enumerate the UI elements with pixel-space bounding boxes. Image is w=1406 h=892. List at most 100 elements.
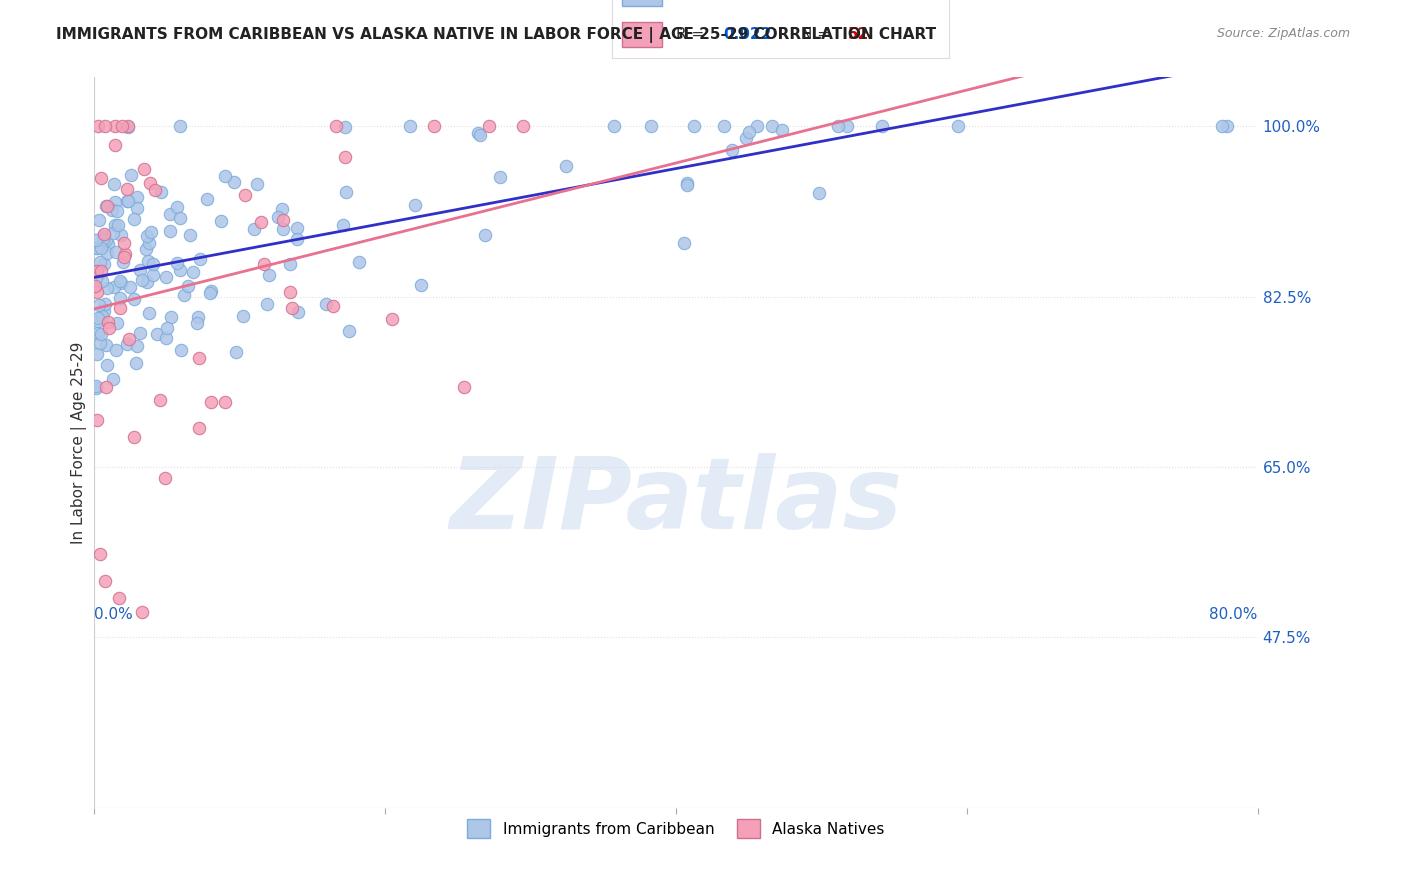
Point [214, 395, 236, 409]
Text: 80.0%: 80.0% [1209, 607, 1258, 622]
Point [474, 227, 496, 242]
Point [84, 379, 107, 393]
Point [122, 430, 145, 444]
Point [91, 229, 114, 244]
Point [84, 381, 107, 395]
Point [84, 278, 107, 293]
Point [111, 255, 134, 269]
Point [89, 336, 111, 351]
Text: 147: 147 [848, 0, 880, 1]
Point [770, 123, 793, 137]
Point [278, 285, 301, 299]
Point [101, 226, 124, 240]
Point [139, 176, 162, 190]
Point [122, 211, 145, 226]
Point [285, 232, 308, 246]
Point [131, 273, 153, 287]
Point [135, 242, 157, 256]
Point [86, 326, 108, 340]
Point [149, 393, 172, 408]
Text: 0.022: 0.022 [723, 28, 772, 42]
FancyBboxPatch shape [621, 0, 662, 6]
Point [115, 194, 138, 208]
Point [188, 252, 211, 266]
Point [159, 207, 181, 221]
Point [108, 591, 131, 605]
Point [136, 228, 159, 243]
Point [287, 221, 309, 235]
Point [554, 159, 576, 173]
Point [87, 314, 110, 328]
Point [315, 297, 337, 311]
Point [673, 235, 696, 250]
Point [96, 199, 118, 213]
Point [90, 171, 112, 186]
Point [136, 253, 159, 268]
Point [84, 241, 107, 255]
Point [683, 119, 706, 133]
Point [489, 169, 512, 184]
Point [104, 119, 127, 133]
Point [96, 281, 118, 295]
Point [127, 190, 149, 204]
Point [259, 268, 281, 282]
Point [138, 306, 160, 320]
Point [84, 233, 107, 247]
Point [467, 126, 489, 140]
Point [411, 277, 433, 292]
Point [90, 274, 112, 288]
Point [86, 413, 108, 427]
Point [93, 257, 115, 271]
Point [103, 371, 125, 385]
Point [90, 242, 112, 256]
Point [325, 119, 347, 133]
Point [156, 321, 179, 335]
Point [122, 292, 145, 306]
Point [86, 119, 108, 133]
Point [94, 297, 117, 311]
Point [105, 316, 128, 330]
Point [676, 178, 699, 193]
Point [93, 304, 115, 318]
Point [155, 270, 177, 285]
Point [347, 254, 370, 268]
Point [117, 194, 139, 209]
Y-axis label: In Labor Force | Age 25-29: In Labor Force | Age 25-29 [72, 342, 87, 544]
Point [100, 203, 122, 218]
Point [96, 359, 118, 373]
Text: R =: R = [676, 0, 709, 1]
Point [94, 233, 117, 247]
Point [117, 119, 139, 133]
Point [381, 311, 404, 326]
Point [453, 380, 475, 394]
Point [155, 471, 177, 485]
Point [281, 301, 304, 315]
Point [84, 270, 107, 285]
Point [761, 119, 783, 133]
Point [173, 288, 195, 302]
Point [333, 150, 356, 164]
Point [86, 241, 108, 255]
Point [104, 195, 127, 210]
Point [640, 119, 662, 133]
Point [86, 263, 108, 277]
Point [90, 309, 112, 323]
Point [91, 232, 114, 246]
Point [198, 286, 221, 301]
Point [271, 212, 294, 227]
Text: N =: N = [800, 0, 834, 1]
Point [1216, 119, 1239, 133]
Point [128, 326, 150, 341]
Point [398, 119, 420, 133]
Point [169, 211, 191, 225]
Point [423, 119, 446, 133]
Point [222, 175, 245, 189]
Point [676, 176, 699, 190]
Point [107, 218, 129, 232]
Point [132, 161, 155, 176]
Point [332, 218, 354, 232]
Point [87, 310, 110, 325]
Point [159, 310, 181, 325]
Point [835, 119, 858, 133]
Point [225, 345, 247, 359]
